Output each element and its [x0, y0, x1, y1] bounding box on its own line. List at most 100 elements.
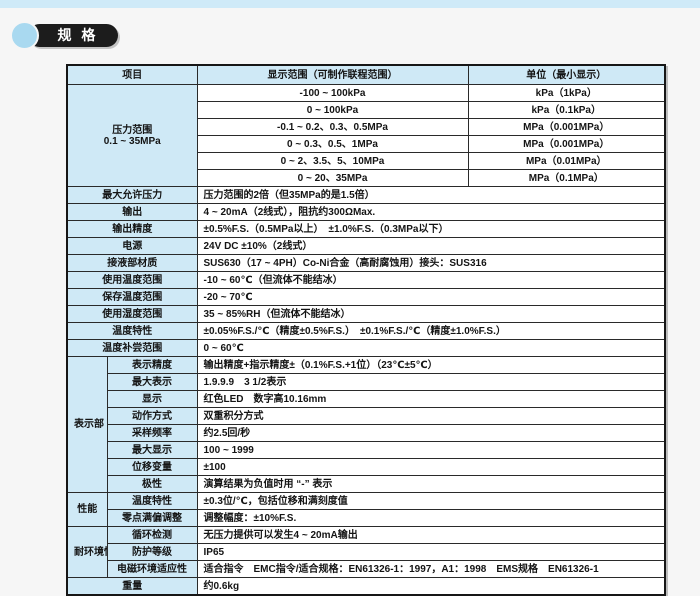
spec-sublabel-cell: 动作方式	[106, 407, 198, 425]
spec-value-cell: 输出精度+指示精度±（0.1%F.S.+1位）（23℃±5℃）	[196, 356, 666, 374]
pressure-range-label-line1: 压力范围	[112, 124, 153, 136]
spec-sublabel-cell: 显示	[106, 390, 198, 408]
spec-value-cell: 约2.5回/秒	[196, 424, 666, 442]
spec-sublabel-cell: 温度特性	[106, 492, 198, 510]
table-row: 动作方式 双重积分方式	[67, 407, 666, 425]
spec-value-cell: -10 ~ 60℃（但流体不能结冰）	[196, 271, 666, 289]
spec-value-cell: 红色LED 数字高10.16mm	[196, 390, 666, 408]
table-row: 电源 24V DC ±10%（2线式）	[66, 237, 666, 255]
spec-value-cell: 0 ~ 60℃	[196, 339, 666, 357]
spec-label-cell: 接液部材质	[66, 254, 198, 272]
spec-value-cell: 调整幅度：±10%F.S.	[196, 509, 666, 527]
unit-cell: MPa（0.01MPa）	[467, 152, 666, 170]
spec-label-cell: 使用湿度范围	[66, 305, 198, 323]
range-cell: -100 ~ 100kPa	[196, 84, 469, 102]
table-row: 压力范围 0.1 ~ 35MPa -100 ~ 100kPa kPa（1kPa）	[66, 84, 666, 187]
table-row: 重量 约0.6kg	[66, 577, 666, 596]
spec-label-cell: 温度补尝范围	[66, 339, 198, 357]
table-row: 显示 红色LED 数字高10.16mm	[67, 390, 666, 408]
spec-sublabel-cell: 最大显示	[106, 441, 198, 459]
spec-sublabel-cell: 最大表示	[106, 373, 198, 391]
pressure-range-group-cell: 压力范围 0.1 ~ 35MPa	[66, 84, 198, 187]
spec-label-cell: 电源	[66, 237, 198, 255]
spec-value-cell: 无压力提供可以发生4 ~ 20mA输出	[196, 526, 666, 544]
unit-cell: kPa（1kPa）	[467, 84, 666, 102]
spec-table: 项目 显示范围（可制作联程范围） 单位（最小显示） 压力范围 0.1 ~ 35M…	[66, 64, 666, 596]
range-cell: 0 ~ 0.3、0.5、1MPa	[196, 135, 469, 153]
unit-cell: MPa（0.001MPa）	[467, 135, 666, 153]
spec-value-cell: 1.9.9.9 3 1/2表示	[196, 373, 666, 391]
accent-circle-icon	[10, 21, 39, 50]
weight-label-cell: 重量	[66, 577, 198, 596]
table-row: 防护等级 IP65	[67, 543, 666, 561]
table-row: 耐环境性 循环检测 无压力提供可以发生4 ~ 20mA输出	[66, 526, 666, 578]
table-header-row: 项目 显示范围（可制作联程范围） 单位（最小显示）	[66, 64, 666, 85]
table-row: 0 ~ 100kPa kPa（0.1kPa）	[67, 101, 666, 119]
table-row: 最大显示 100 ~ 1999	[67, 441, 666, 459]
table-row: 0 ~ 2、3.5、5、10MPa MPa（0.01MPa）	[67, 152, 666, 170]
spec-value-cell: 100 ~ 1999	[196, 441, 666, 459]
spec-sublabel-cell: 采样频率	[106, 424, 198, 442]
table-row: 使用温度范围 -10 ~ 60℃（但流体不能结冰）	[66, 271, 666, 289]
spec-value-cell: 双重积分方式	[196, 407, 666, 425]
spec-sublabel-cell: 位移变量	[106, 458, 198, 476]
table-row: 温度补尝范围 0 ~ 60℃	[66, 339, 666, 357]
table-row: 位移变量 ±100	[67, 458, 666, 476]
spec-value-cell: ±0.05%F.S./℃（精度±0.5%F.S.） ±0.1%F.S./℃（精度…	[196, 322, 666, 340]
spec-value-cell: 适合指令 EMC指令/适合规格：EN61326-1：1997，A1：1998 E…	[196, 560, 666, 578]
spec-value-cell: ±100	[196, 458, 666, 476]
weight-value-cell: 约0.6kg	[196, 577, 666, 596]
unit-cell: kPa（0.1kPa）	[467, 101, 666, 119]
table-row: 采样频率 约2.5回/秒	[67, 424, 666, 442]
spec-label-cell: 温度特性	[66, 322, 198, 340]
spec-value-cell: 35 ~ 85%RH（但流体不能结冰）	[196, 305, 666, 323]
environment-group-cell: 耐环境性	[66, 526, 108, 578]
spec-label-cell: 使用温度范围	[66, 271, 198, 289]
spec-value-cell: ±0.5%F.S.（0.5MPa以上） ±1.0%F.S.（0.3MPa以下）	[196, 220, 666, 238]
spec-value-cell: SUS630（17 ~ 4PH）Co-Ni合金（高耐腐蚀用）接头：SUS316	[196, 254, 666, 272]
table-row: 输出精度 ±0.5%F.S.（0.5MPa以上） ±1.0%F.S.（0.3MP…	[66, 220, 666, 238]
table-row: 电磁环境适应性 适合指令 EMC指令/适合规格：EN61326-1：1997，A…	[67, 560, 666, 578]
table-row: 0 ~ 20、35MPa MPa（0.1MPa）	[67, 169, 666, 187]
table-row: 最大表示 1.9.9.9 3 1/2表示	[67, 373, 666, 391]
range-cell: 0 ~ 20、35MPa	[196, 169, 469, 187]
unit-cell: MPa（0.001MPa）	[467, 118, 666, 136]
table-row: 零点满偏调整 调整幅度：±10%F.S.	[67, 509, 666, 527]
table-row: 温度特性 ±0.05%F.S./℃（精度±0.5%F.S.） ±0.1%F.S.…	[66, 322, 666, 340]
table-row: 性能 温度特性 ±0.3位/℃，包括位移和满刻度值	[66, 492, 666, 527]
spec-sublabel-cell: 表示精度	[106, 356, 198, 374]
table-row: 最大允许压力 压力范围的2倍（但35MPa的是1.5倍）	[66, 186, 666, 204]
table-row: 极性 演算结果为负值时用 “-” 表示	[67, 475, 666, 493]
spec-sublabel-cell: 循环检测	[106, 526, 198, 544]
unit-cell: MPa（0.1MPa）	[467, 169, 666, 187]
spec-label-cell: 最大允许压力	[66, 186, 198, 204]
spec-sublabel-cell: 极性	[106, 475, 198, 493]
top-accent-bar	[0, 0, 700, 8]
spec-value-cell: ±0.3位/℃，包括位移和满刻度值	[196, 492, 666, 510]
range-cell: 0 ~ 2、3.5、5、10MPa	[196, 152, 469, 170]
spec-sublabel-cell: 零点满偏调整	[106, 509, 198, 527]
table-row: 表示部 表示精度 输出精度+指示精度±（0.1%F.S.+1位）（23℃±5℃）	[66, 356, 666, 493]
range-cell: 0 ~ 100kPa	[196, 101, 469, 119]
range-cell: -0.1 ~ 0.2、0.3、0.5MPa	[196, 118, 469, 136]
spec-label-cell: 输出精度	[66, 220, 198, 238]
spec-value-cell: -20 ~ 70℃	[196, 288, 666, 306]
table-row: 接液部材质 SUS630（17 ~ 4PH）Co-Ni合金（高耐腐蚀用）接头：S…	[66, 254, 666, 272]
table-row: 使用湿度范围 35 ~ 85%RH（但流体不能结冰）	[66, 305, 666, 323]
spec-label-cell: 输出	[66, 203, 198, 221]
spec-value-cell: 4 ~ 20mA（2线式），阻抗约300ΩMax.	[196, 203, 666, 221]
table-row: 0 ~ 0.3、0.5、1MPa MPa（0.001MPa）	[67, 135, 666, 153]
spec-value-cell: IP65	[196, 543, 666, 561]
spec-value-cell: 压力范围的2倍（但35MPa的是1.5倍）	[196, 186, 666, 204]
spec-label-cell: 保存温度范围	[66, 288, 198, 306]
header-item: 项目	[66, 64, 198, 85]
spec-sublabel-cell: 电磁环境适应性	[106, 560, 198, 578]
page-title: 规 格	[28, 24, 118, 47]
header-display-range: 显示范围（可制作联程范围）	[196, 64, 469, 85]
table-row: 保存温度范围 -20 ~ 70℃	[66, 288, 666, 306]
header-unit: 单位（最小显示）	[467, 64, 666, 85]
pressure-range-label-line2: 0.1 ~ 35MPa	[103, 135, 161, 147]
table-row: 输出 4 ~ 20mA（2线式），阻抗约300ΩMax.	[66, 203, 666, 221]
display-group-cell: 表示部	[66, 356, 108, 493]
performance-group-cell: 性能	[66, 492, 108, 527]
